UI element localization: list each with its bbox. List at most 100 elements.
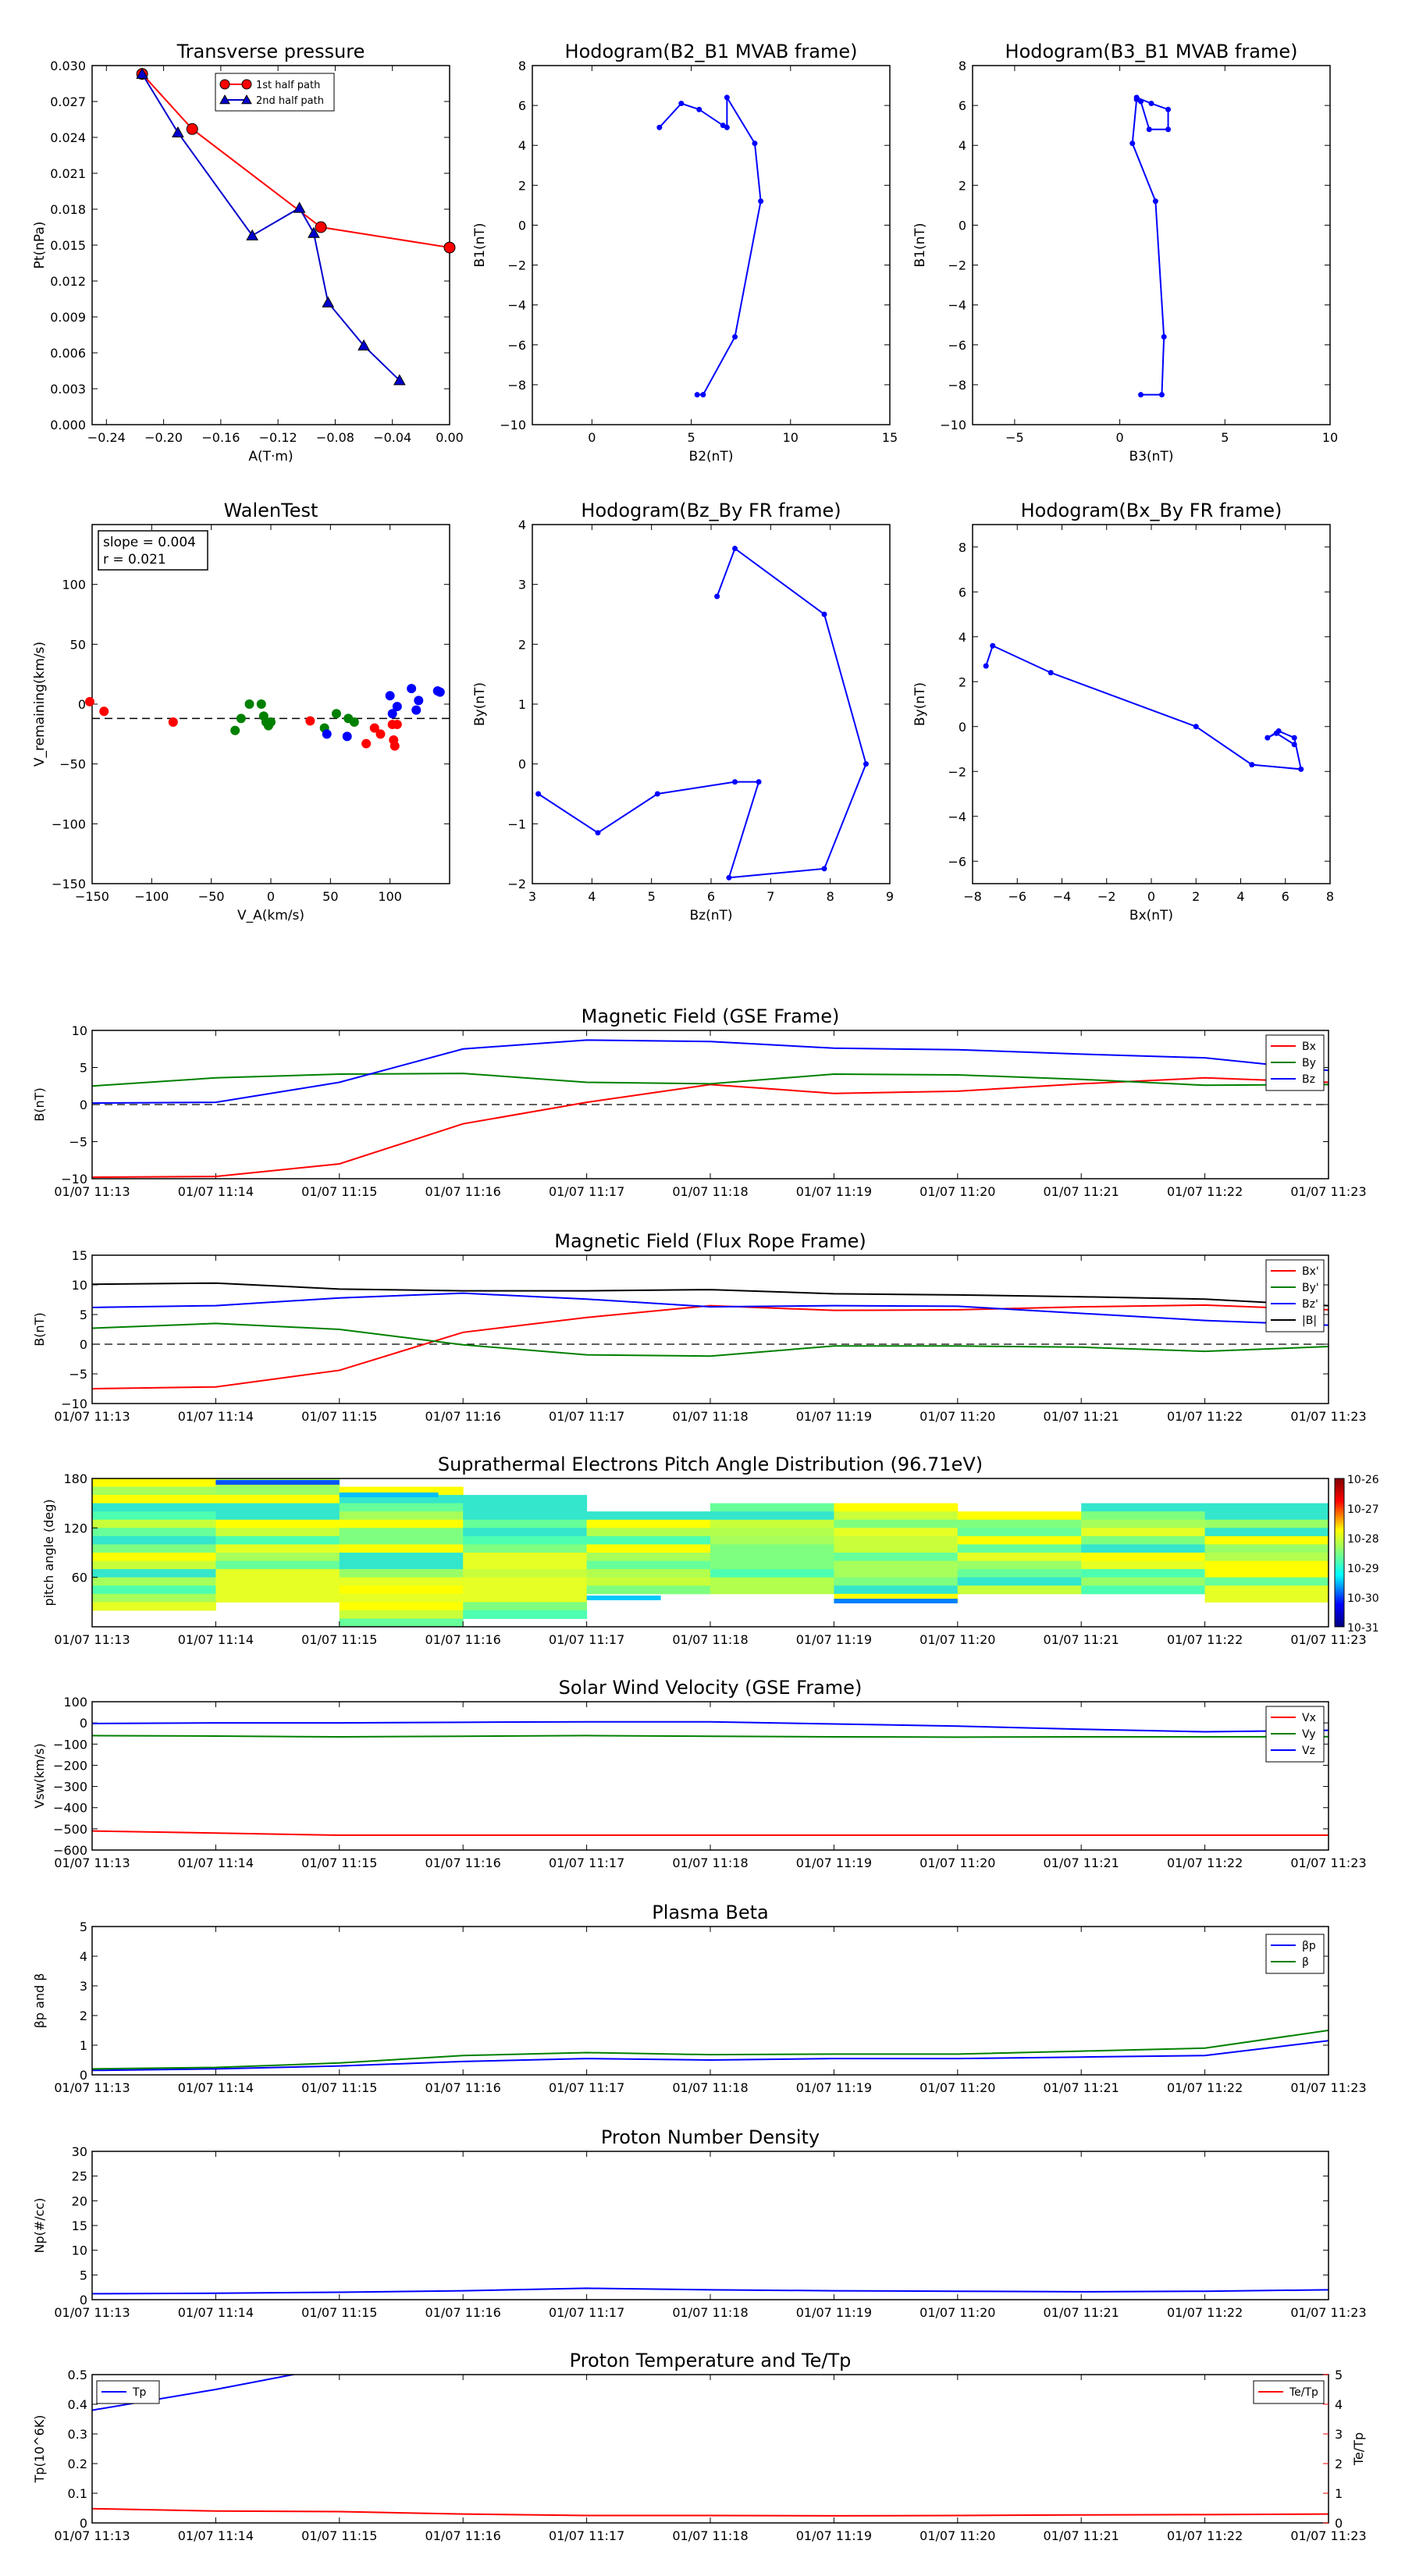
pad-heatmap-cell xyxy=(92,1602,216,1611)
mfgse-xtick-label: 01/07 11:18 xyxy=(672,1184,748,1199)
vsw-xtick-label: 01/07 11:21 xyxy=(1044,1856,1119,1870)
np-xtick-label: 01/07 11:20 xyxy=(919,2305,995,2320)
pad-heatmap-cell xyxy=(92,1577,216,1586)
h21-point xyxy=(694,392,700,398)
tpr-ytick-label: 0 xyxy=(80,2516,87,2531)
pad-heatmap-cell xyxy=(215,1577,340,1586)
mffr-ytick-label: 10 xyxy=(72,1278,87,1293)
tpr-ytick-right-label: 4 xyxy=(1335,2397,1343,2412)
walen-slope-text: slope = 0.004 xyxy=(103,535,196,550)
tp-point xyxy=(357,339,370,350)
np-title: Proton Number Density xyxy=(601,2126,820,2148)
walen-point xyxy=(256,699,266,709)
hzy-ytick-label: 2 xyxy=(518,637,526,652)
tp-legend-marker xyxy=(219,79,230,90)
pad-xtick-label: 01/07 11:15 xyxy=(301,1632,377,1647)
hxy-xtick-label: 0 xyxy=(1147,889,1155,904)
beta-title: Plasma Beta xyxy=(652,1902,768,1923)
h31-point xyxy=(1138,98,1144,105)
hzy-xtick-label: 6 xyxy=(707,889,715,904)
tp-ytick-label: 0.027 xyxy=(50,94,86,109)
pad-heatmap-cell xyxy=(586,1569,711,1578)
pad-heatmap-cell xyxy=(92,1478,216,1488)
walen-xtick-label: −150 xyxy=(75,889,109,904)
pad-heatmap-cell xyxy=(710,1519,834,1528)
hzy-title: Hodogram(Bz_By FR frame) xyxy=(581,500,841,521)
h31-title: Hodogram(B3_B1 MVAB frame) xyxy=(1005,41,1298,62)
beta-ytick-label: 2 xyxy=(80,2008,87,2023)
vsw-ytick-label: 100 xyxy=(63,1695,87,1710)
pad-heatmap-cell xyxy=(215,1553,340,1562)
pad-heatmap-cell xyxy=(339,1528,464,1537)
pad-heatmap-cell xyxy=(834,1553,959,1562)
pad-heatmap-cell xyxy=(586,1553,711,1562)
mfgse-xtick-label: 01/07 11:13 xyxy=(54,1184,130,1199)
h21-ylabel: B1(nT) xyxy=(472,223,488,268)
beta-ytick-label: 5 xyxy=(80,1920,87,1934)
vsw-ytick-label: −100 xyxy=(53,1737,87,1752)
tpr-ylabel-right: Te/Tp xyxy=(1351,2432,1366,2466)
np-xtick-label: 01/07 11:23 xyxy=(1290,2305,1366,2320)
vsw-legend-label: Vz xyxy=(1302,1745,1315,1757)
pad-heatmap-cell xyxy=(463,1577,588,1586)
pad-heatmap-cell xyxy=(1081,1528,1206,1537)
pad-heatmap-cell xyxy=(834,1585,959,1595)
mfgse-xtick-label: 01/07 11:21 xyxy=(1044,1184,1119,1199)
vsw-xtick-label: 01/07 11:22 xyxy=(1167,1856,1243,1870)
walen-ytick-label: 0 xyxy=(78,697,86,712)
pad-heatmap-cell xyxy=(957,1519,1082,1528)
pad-heatmap-cell xyxy=(957,1577,1082,1586)
h31-ytick-label: 0 xyxy=(959,218,966,233)
pad-heatmap-cell xyxy=(1204,1593,1329,1603)
walen-xtick-label: 100 xyxy=(378,889,402,904)
beta-xtick-label: 01/07 11:14 xyxy=(178,2080,254,2095)
np-xtick-label: 01/07 11:19 xyxy=(796,2305,872,2320)
tpr-ytick-right-label: 0 xyxy=(1335,2516,1343,2531)
tpr-xtick-label: 01/07 11:23 xyxy=(1290,2528,1366,2543)
h31-point xyxy=(1146,126,1152,133)
pad-heatmap-cell xyxy=(339,1535,464,1545)
beta-ytick-label: 3 xyxy=(80,1979,87,1994)
walen-point xyxy=(392,720,402,730)
pad-heatmap-cell xyxy=(1081,1511,1206,1521)
h21-xlabel: B2(nT) xyxy=(689,449,734,464)
hzy-point xyxy=(863,761,869,767)
walen-ytick-label: −100 xyxy=(52,817,86,831)
pad-ytick-label: 60 xyxy=(72,1571,87,1585)
h31-point xyxy=(1133,96,1140,102)
walen-r-text: r = 0.021 xyxy=(103,552,166,568)
pad-heatmap-cell xyxy=(834,1503,959,1512)
pad-heatmap-cell xyxy=(339,1553,464,1562)
np-xtick-label: 01/07 11:17 xyxy=(549,2305,624,2320)
pad-title: Suprathermal Electrons Pitch Angle Distr… xyxy=(438,1453,983,1475)
hzy-point xyxy=(732,546,738,552)
pad-heatmap-cell xyxy=(710,1577,834,1586)
pad-heatmap-cell xyxy=(463,1511,588,1521)
pad-heatmap-cell xyxy=(1081,1569,1206,1578)
h21-point xyxy=(758,198,764,205)
mffr-ytick-label: −10 xyxy=(61,1397,87,1411)
pad-heatmap-cell xyxy=(1204,1585,1329,1595)
mffr-xtick-label: 01/07 11:15 xyxy=(301,1409,377,1424)
walen-point xyxy=(99,706,109,717)
hzy-ytick-label: 0 xyxy=(518,757,526,772)
hxy-title: Hodogram(Bx_By FR frame) xyxy=(1021,500,1282,521)
vsw-series-vx-line xyxy=(92,1830,1329,1836)
mffr-series-b-line xyxy=(92,1282,1329,1307)
hxy-ytick-label: −6 xyxy=(948,854,966,869)
mffr-ytick-label: 0 xyxy=(80,1337,87,1352)
pad-colorbar-label: 10-30 xyxy=(1347,1592,1379,1605)
beta-ylabel: βp and β xyxy=(32,1973,47,2029)
pad-heatmap-cell xyxy=(586,1585,711,1595)
hzy-point xyxy=(726,874,732,881)
pad-heatmap-cell xyxy=(339,1503,464,1512)
vsw-legend-label: Vy xyxy=(1302,1728,1316,1741)
np-xtick-label: 01/07 11:15 xyxy=(301,2305,377,2320)
h31-axes-frame xyxy=(972,65,1331,425)
hxy-ytick-label: 6 xyxy=(959,585,966,600)
pad-heatmap-cell xyxy=(586,1577,711,1586)
h31-point xyxy=(1161,334,1167,340)
h31-point xyxy=(1152,198,1158,205)
pad-ytick-label: 120 xyxy=(63,1521,87,1535)
